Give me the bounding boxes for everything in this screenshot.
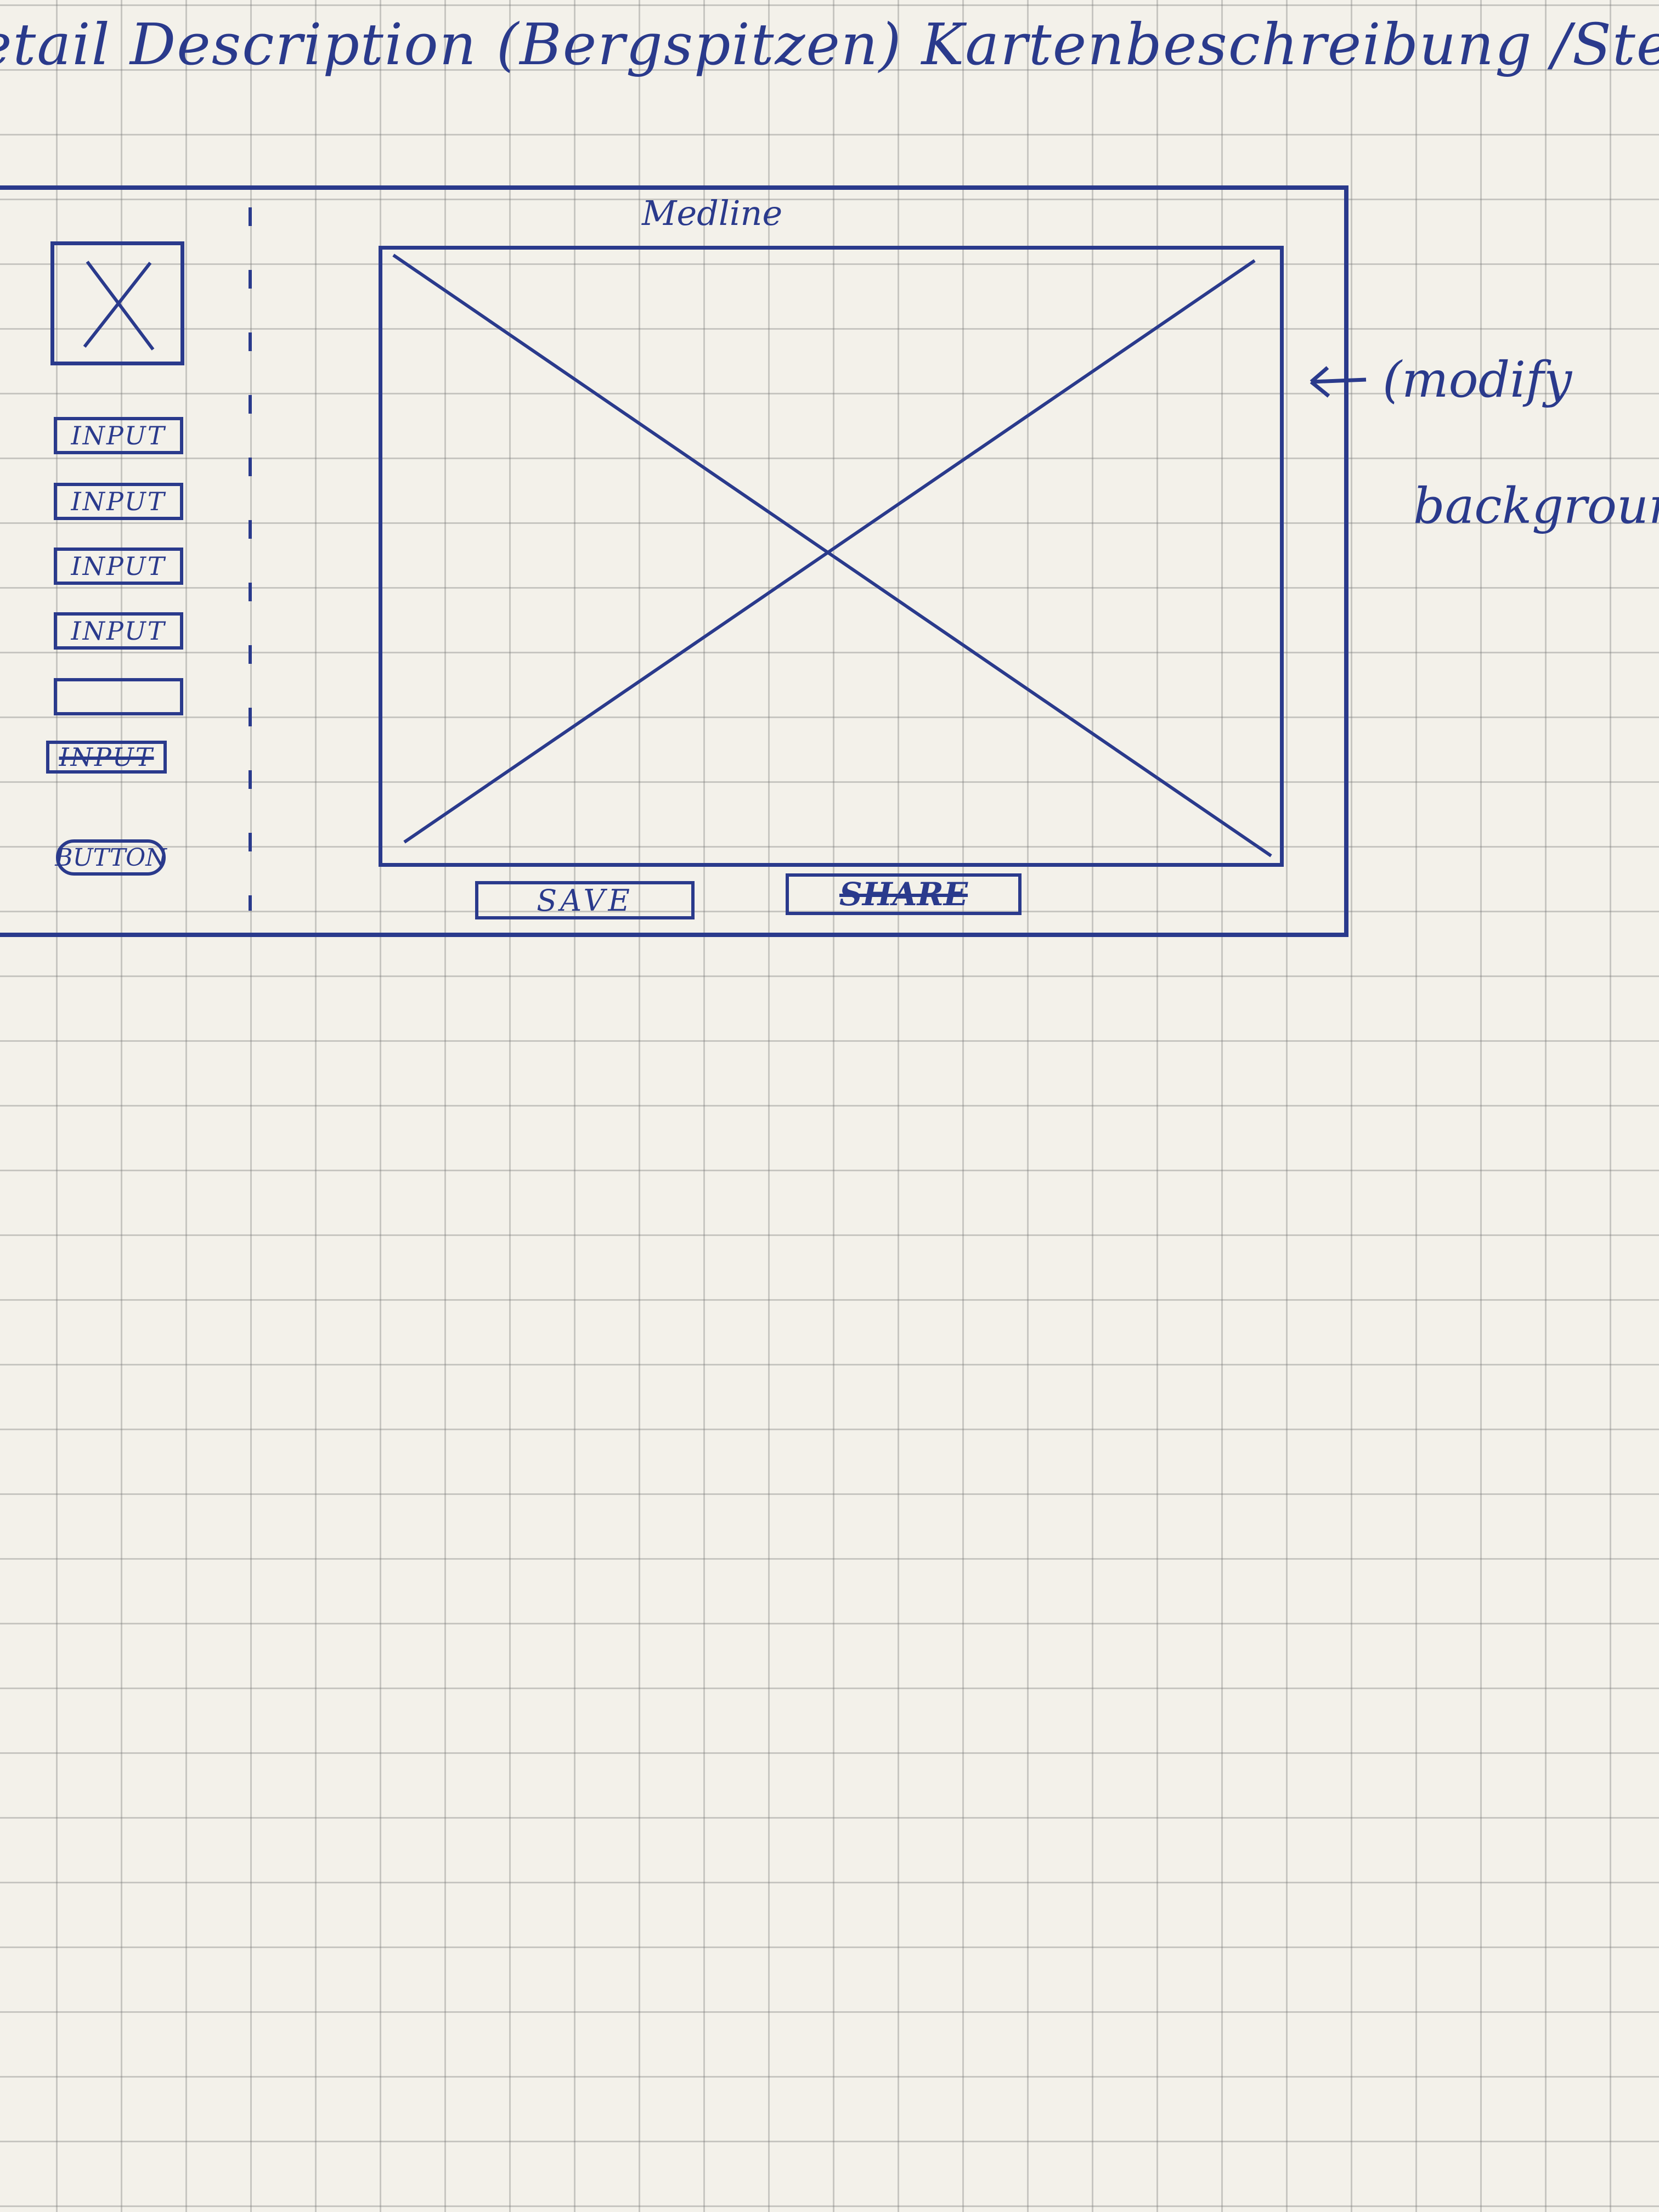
arrow-head-icon xyxy=(1310,366,1329,383)
sidebar-input-4[interactable]: INPUT xyxy=(54,612,183,650)
sidebar-input-5[interactable] xyxy=(54,678,183,715)
image-placeholder xyxy=(379,246,1284,867)
annotation-line-1: (modify xyxy=(1383,351,1572,409)
sidebar-input-3[interactable]: INPUT xyxy=(54,548,183,585)
annotation-line-2: background) xyxy=(1413,477,1659,535)
save-button[interactable]: SAVE xyxy=(475,881,695,919)
sidebar-input-2[interactable]: INPUT xyxy=(54,483,183,520)
logo-placeholder xyxy=(50,241,184,365)
headline-label: Medline xyxy=(642,193,783,233)
app-window-frame xyxy=(0,185,1348,937)
sketch-lines xyxy=(249,207,1367,911)
x-cross-icon xyxy=(83,261,155,351)
arrow-icon xyxy=(1311,377,1367,384)
sidebar-button[interactable]: BUTTON xyxy=(55,839,167,876)
share-button[interactable]: SHARE xyxy=(786,873,1022,915)
sidebar-input-1[interactable]: INPUT xyxy=(54,417,183,454)
page-heading: etail Description (Bergspitzen) Kartenbe… xyxy=(0,11,1659,78)
x-cross-icon xyxy=(392,253,1272,857)
arrow-head-icon xyxy=(1310,380,1330,398)
sidebar-input-6-crossed-out[interactable]: INPUT xyxy=(46,741,167,774)
